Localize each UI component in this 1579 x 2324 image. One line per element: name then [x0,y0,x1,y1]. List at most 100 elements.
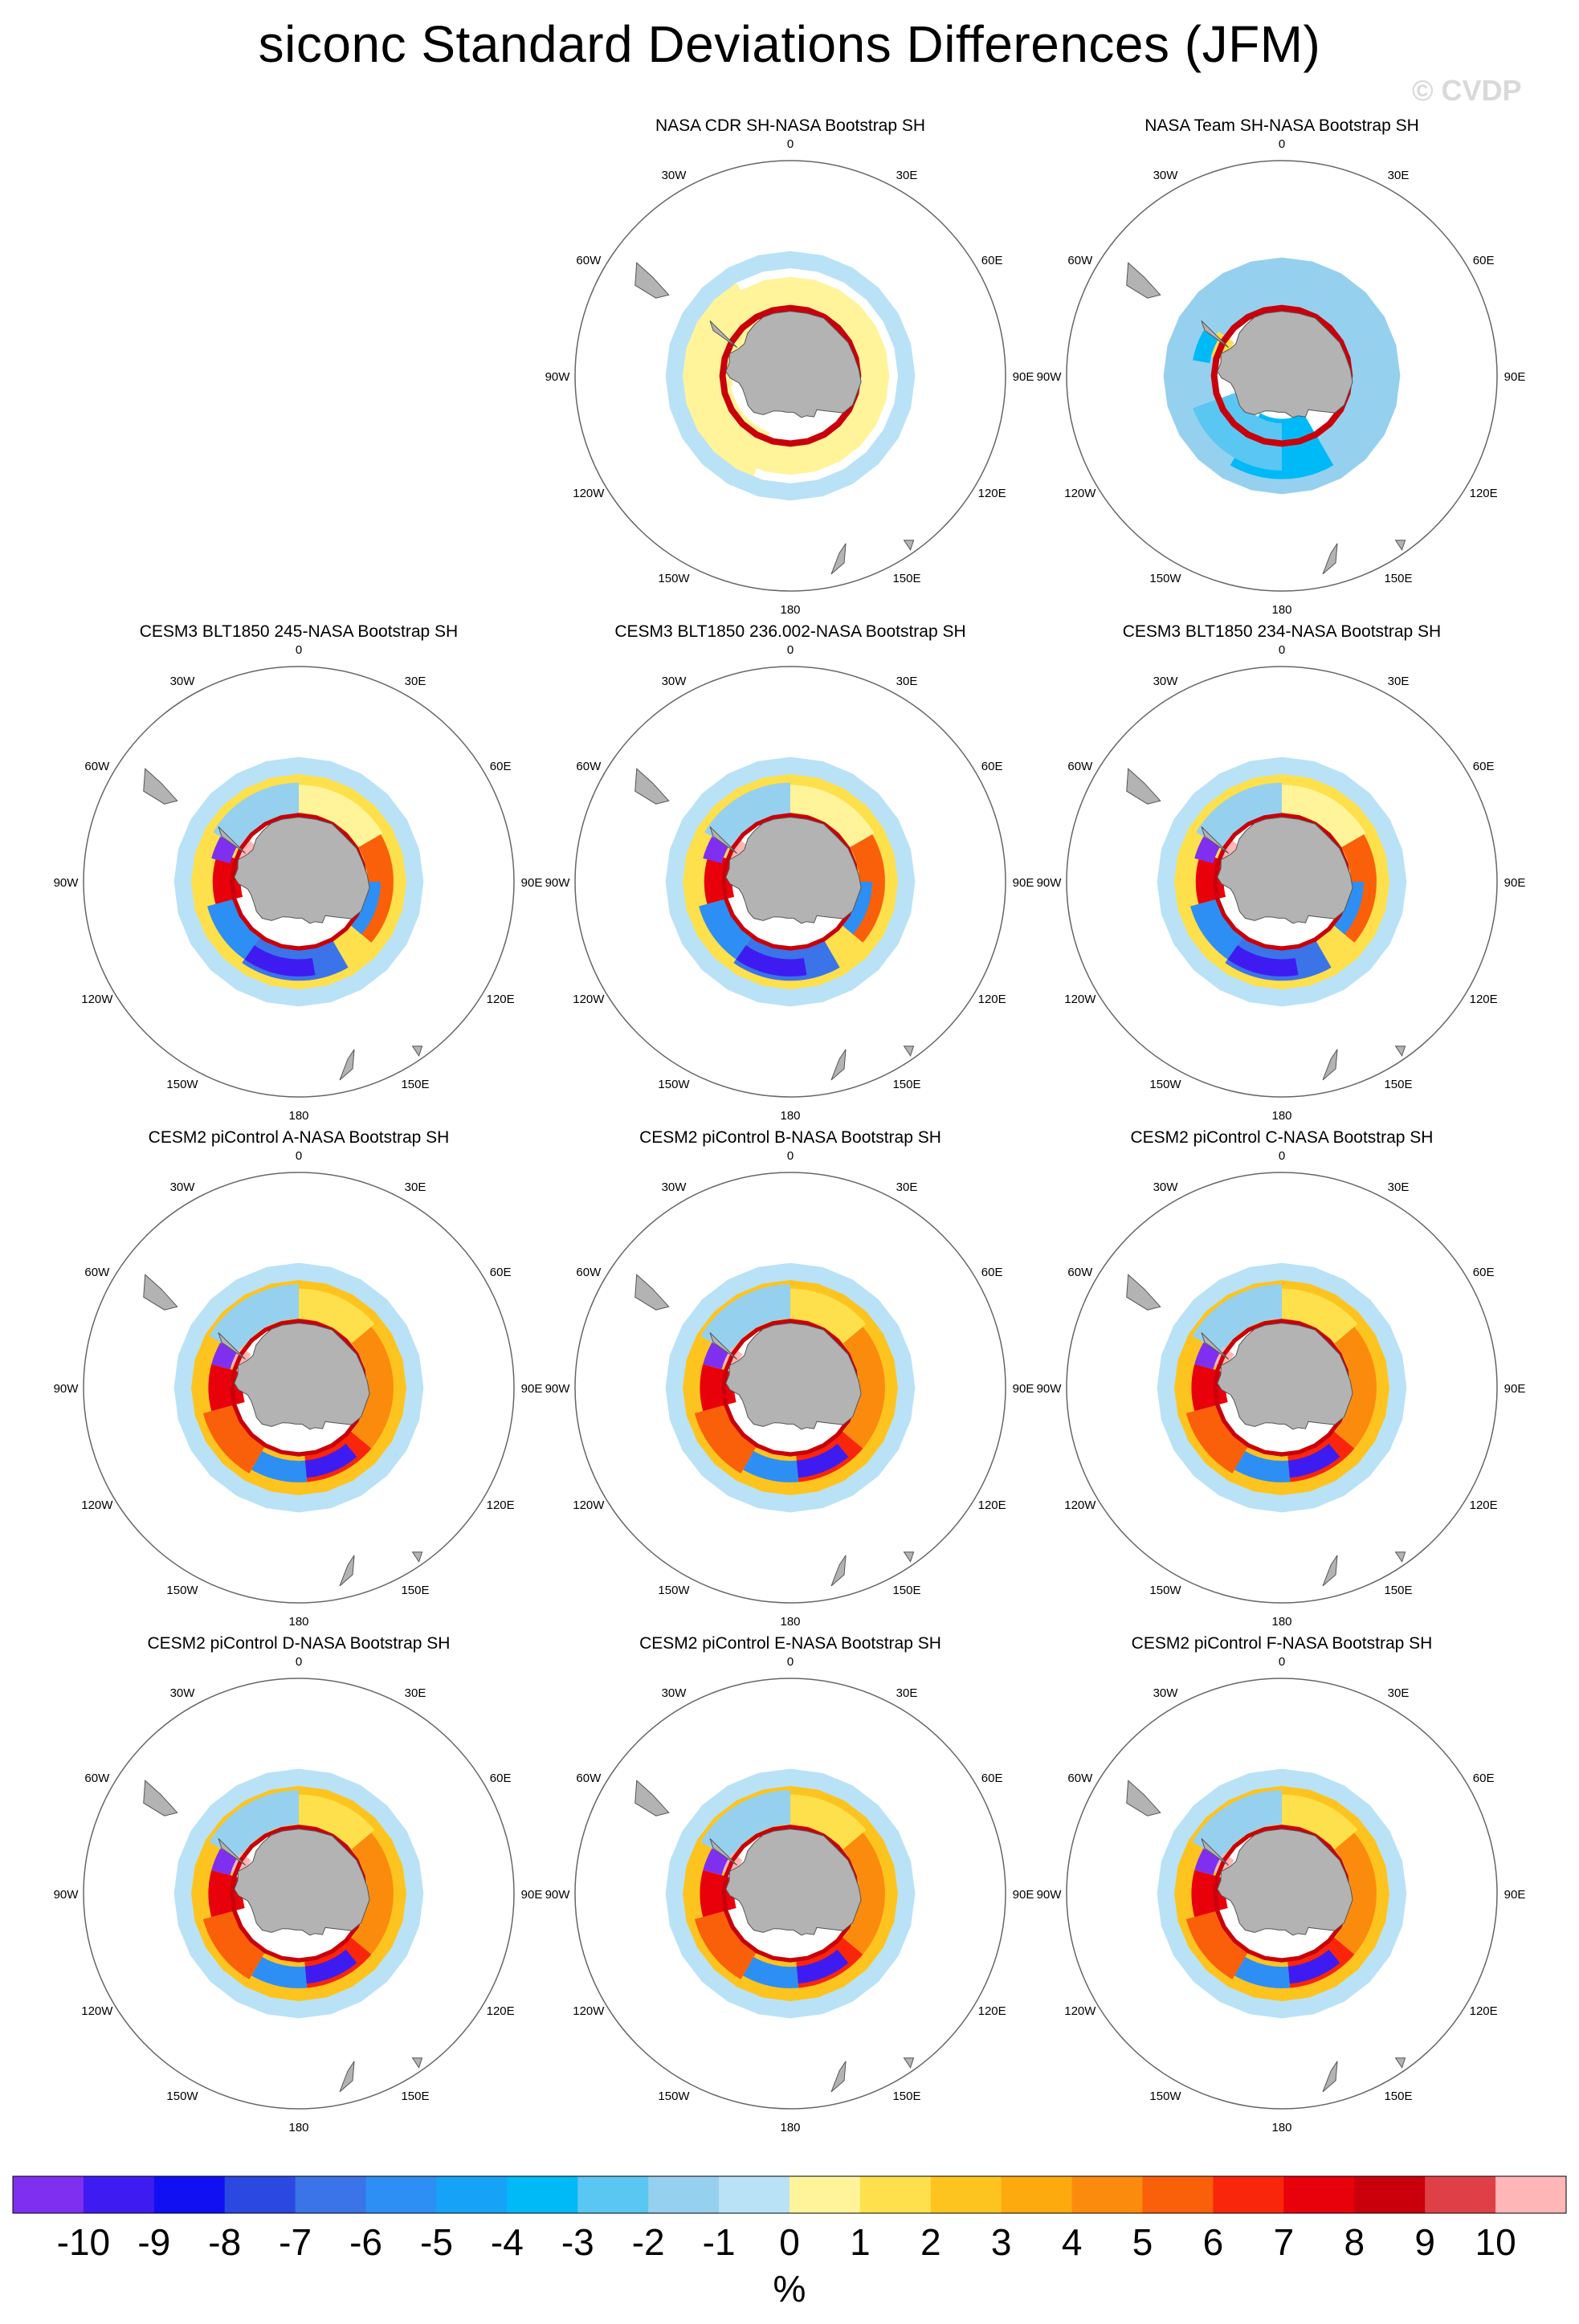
map-boundary-circle [574,666,1006,1098]
longitude-label: 30E [1388,675,1410,688]
antarctic-peninsula [218,1332,247,1360]
difference-field [634,1768,916,2093]
longitude-label: 150W [658,572,690,585]
longitude-label: 120W [573,2004,605,2018]
panel-title: CESM2 piControl A-NASA Bootstrap SH [149,1128,450,1147]
longitude-label: 0 [296,1655,302,1669]
longitude-label: 60E [490,1266,512,1279]
colorbar-tick-label: -1 [703,2221,736,2263]
colorbar-swatch [1425,2176,1496,2213]
antarctica-landmass [1217,1323,1353,1430]
south-america-landmass [634,262,670,299]
longitude-label: 150W [1149,1078,1181,1091]
antarctic-peninsula [1201,320,1230,349]
shaded-sector [736,945,807,976]
colorbar-tick-label: 3 [991,2221,1012,2263]
longitude-label: 120W [573,487,605,500]
shaded-sector [207,898,262,960]
colorbar-tick-label: 5 [1132,2221,1153,2263]
colorbar-swatch [648,2176,720,2213]
longitude-label: 90E [1013,876,1034,890]
shaded-sector [304,1949,357,1984]
longitude-label: 60W [576,1266,602,1279]
antarctica-landmass [234,817,370,924]
longitude-label: 30W [1153,675,1179,688]
shaded-sector [1192,1790,1282,1860]
south-america-landmass [143,768,178,805]
antarctic-peninsula [709,320,738,349]
panel-title: CESM2 piControl C-NASA Bootstrap SH [1131,1128,1434,1147]
longitude-label: 180 [780,603,800,617]
longitude-label: 60W [84,1772,110,1785]
difference-field [1126,756,1407,1081]
shaded-sector [1334,1327,1377,1449]
longitude-label: 60E [1473,254,1495,267]
longitude-label: 120W [573,993,605,1006]
longitude-label: 180 [780,1109,800,1123]
map-boundary-circle [1066,1678,1498,2110]
new-zealand-landmass [1322,543,1338,575]
longitude-label: 120W [81,993,113,1006]
colorbar-swatch [13,2176,84,2213]
longitude-label: 120E [978,993,1006,1006]
shaded-sector [202,1404,267,1474]
map-boundary-circle [1066,666,1498,1098]
longitude-label: 180 [1271,1615,1291,1629]
shaded-sector [244,945,316,976]
shaded-sector [1282,1794,1358,1849]
south-america-landmass [1126,1780,1161,1816]
longitude-label: 60W [84,1266,110,1279]
panel-title: CESM3 BLT1850 245-NASA Bootstrap SH [140,622,458,641]
shaded-sector [700,1790,790,1860]
shaded-sector [1287,1949,1340,1984]
antarctic-peninsula [1201,1332,1230,1360]
colorbar-swatch [1142,2176,1214,2213]
panel-title: CESM2 piControl B-NASA Bootstrap SH [639,1128,941,1147]
colorbar-swatch [577,2176,649,2213]
shaded-sector [1196,782,1282,850]
longitude-label: 120W [81,2004,113,2018]
longitude-label: 180 [780,2121,800,2134]
longitude-label: 90W [54,876,80,890]
longitude-label: 30W [170,1180,196,1194]
map-panel: CESM3 BLT1850 234-NASA Bootstrap SH 0 30E 6… [1037,622,1526,1123]
map-boundary-circle [83,666,515,1098]
shaded-sector [1190,898,1245,960]
colorbar-unit: % [773,2268,806,2310]
longitude-label: 60W [1067,254,1093,267]
shaded-sector [843,1327,885,1449]
longitude-label: 30W [662,1180,687,1194]
colorbar-swatch [719,2176,790,2213]
longitude-label: 90W [54,1382,80,1396]
south-america-landmass [634,1274,670,1311]
colorbar-swatch [1283,2176,1355,2213]
longitude-label: 90W [1037,1382,1063,1396]
new-zealand-landmass [1322,1049,1338,1081]
longitude-label: 30E [896,169,918,182]
new-zealand-landmass [339,1555,355,1587]
shaded-sector [209,1790,299,1860]
map-boundary-circle [83,1172,515,1604]
map-panel: CESM2 piControl C-NASA Bootstrap SH 0 30E 6… [1037,1128,1526,1629]
longitude-label: 0 [296,1149,302,1163]
panel-title: NASA Team SH-NASA Bootstrap SH [1144,116,1419,135]
longitude-label: 30W [1153,169,1179,182]
colorbar-tick-label: 9 [1414,2221,1435,2263]
new-zealand-landmass [830,1049,847,1081]
longitude-label: 90E [1504,370,1526,384]
longitude-label: 90E [1013,1888,1034,1902]
difference-field [634,1262,916,1587]
longitude-label: 150W [166,1078,198,1091]
map-boundary-circle [574,1172,1006,1604]
map-boundary-circle [574,1678,1006,2110]
longitude-label: 150E [401,2090,429,2103]
longitude-label: 60W [84,760,110,773]
antarctica-landmass [725,817,862,924]
tasmania-landmass [903,540,915,551]
longitude-label: 30W [662,1686,687,1700]
longitude-label: 60E [981,1266,1003,1279]
shaded-sector [1185,1910,1250,1979]
colorbar-swatch [83,2176,155,2213]
difference-field [1126,257,1406,575]
